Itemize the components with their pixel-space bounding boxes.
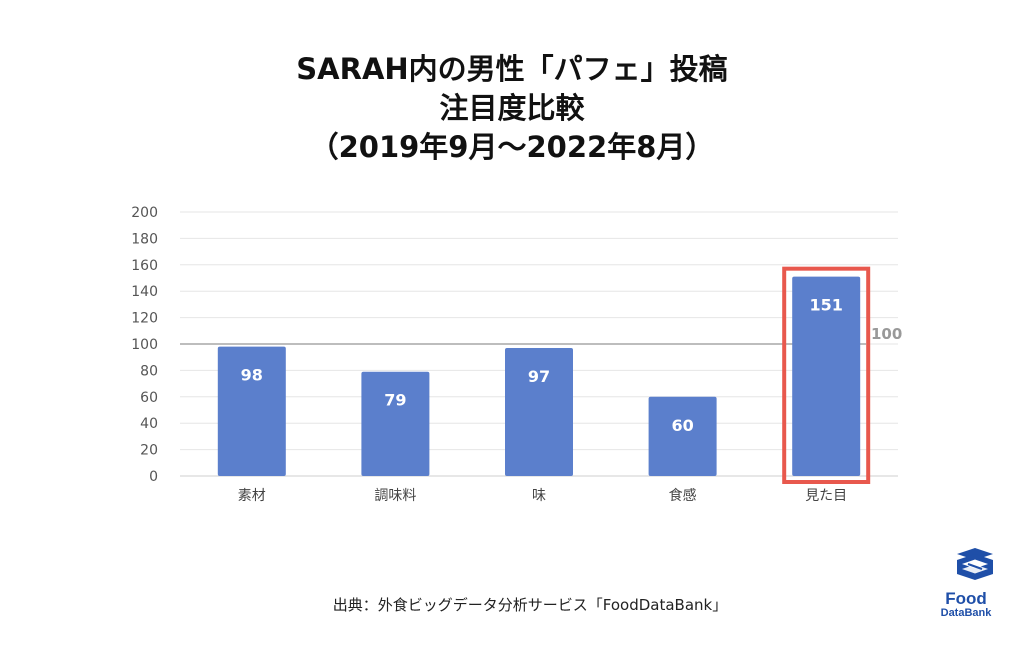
y-tick-label: 160 [131,258,158,274]
y-tick-label: 100 [131,337,158,353]
x-category-label: 素材 [238,488,266,504]
chart-title-line1: SARAH内の男性「パフェ」投稿 [296,52,728,86]
bar-value-label: 79 [384,391,406,410]
bar [361,371,430,476]
bar [648,396,717,476]
bar [792,276,861,476]
y-tick-label: 180 [131,231,158,247]
y-tick-label: 40 [140,416,158,432]
chart-title-line2: 注目度比較 [439,91,585,125]
bar-value-label: 97 [528,367,550,386]
bar-value-label: 60 [671,416,693,435]
x-category-label: 味 [532,488,546,504]
x-category-label: 食感 [669,487,697,504]
source-note: 出典：外食ビッグデータ分析サービス「FoodDataBank」 [332,596,728,614]
reference-line-label: 100 [871,325,902,343]
y-tick-label: 80 [140,363,158,379]
bar-value-label: 98 [241,366,263,385]
y-tick-label: 60 [140,390,158,406]
y-tick-label: 140 [131,284,158,300]
bar [217,346,286,476]
y-tick-label: 200 [131,205,158,221]
bar [505,347,573,476]
y-tick-label: 0 [149,469,158,485]
bar-value-label: 151 [809,296,842,315]
logo-text-food: Food [945,589,987,608]
chart-title-period: （2019年9月〜2022年8月） [309,130,715,164]
y-tick-label: 120 [131,311,158,327]
fooddatabank-logo-icon [957,548,993,580]
y-tick-label: 20 [140,443,158,459]
logo-text-databank: DataBank [940,607,992,619]
x-category-label: 見た目 [805,488,847,504]
highlight-box [782,266,871,484]
x-category-label: 調味料 [374,488,416,504]
